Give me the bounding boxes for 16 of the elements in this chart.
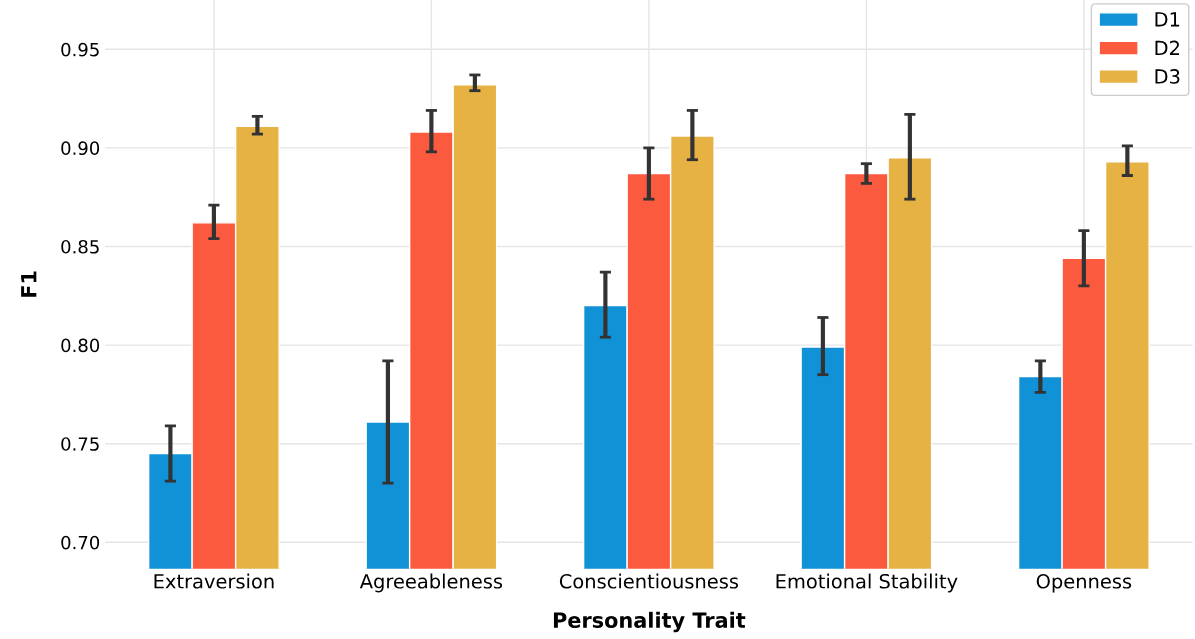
y-tick-label: 0.75 (61, 437, 99, 451)
legend-label: D3 (1155, 69, 1180, 84)
y-tick-label: 0.85 (61, 239, 99, 254)
y-tick-label: 0.70 (61, 535, 100, 550)
x-axis-title: Personality Trait (553, 611, 746, 633)
y-tick-label: 0.95 (61, 42, 99, 57)
legend-label: D1 (1155, 12, 1180, 27)
x-tick-label: Openness (1036, 573, 1132, 593)
x-tick-label: Agreeableness (359, 573, 503, 593)
x-tick-label: Extraversion (154, 573, 274, 589)
legend-label: D2 (1155, 40, 1179, 55)
y-tick-label: 0.80 (61, 338, 100, 353)
y-tick-label: 0.90 (61, 141, 100, 156)
x-tick-label: Emotional Stability (776, 573, 958, 593)
y-axis-title: F1 (21, 271, 37, 297)
x-tick-label: Conscientiousness (559, 573, 739, 589)
